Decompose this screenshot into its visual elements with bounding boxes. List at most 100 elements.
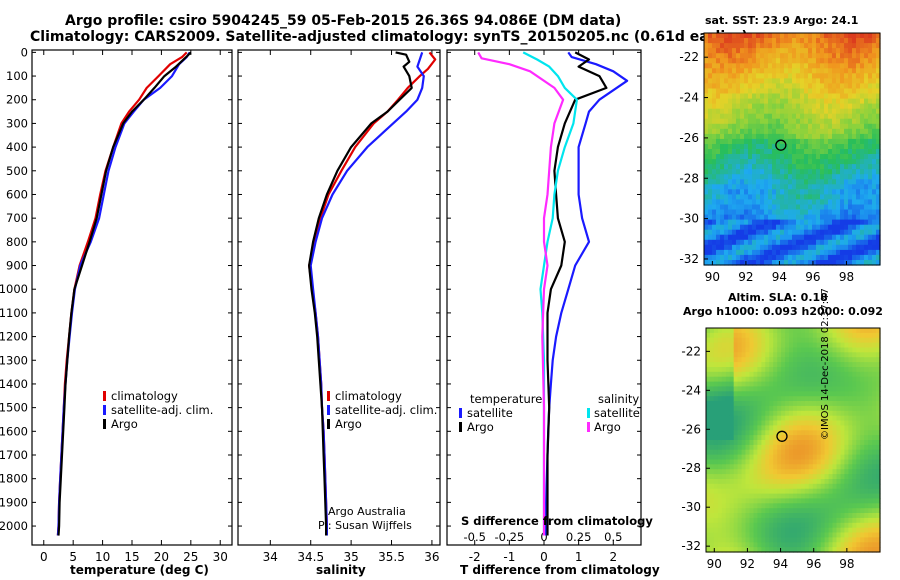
map-cell [728, 164, 733, 170]
credit-line2: PI: Susan Wijffels [318, 519, 412, 532]
map-cell [708, 169, 713, 175]
map-cell [836, 83, 841, 89]
map-cell [769, 342, 774, 349]
map-cell [828, 352, 834, 358]
map-cell [876, 179, 881, 185]
map-cell [768, 179, 773, 185]
map-cell [844, 164, 849, 170]
map-cell [776, 108, 781, 115]
map-cell [864, 401, 869, 407]
map-cell [749, 415, 755, 422]
map-cell [725, 410, 731, 417]
map-cell [868, 391, 873, 397]
map-cell [785, 357, 790, 363]
map-cell [872, 483, 877, 490]
map-cell [840, 174, 845, 180]
map-cell [789, 396, 794, 402]
map-cell [828, 244, 833, 251]
map-cell [780, 224, 785, 231]
map-cell [800, 234, 805, 241]
map-cell [816, 474, 822, 480]
map-cell [872, 517, 877, 524]
map-cell [748, 224, 753, 231]
map-cell [724, 43, 729, 49]
map-cell [744, 219, 749, 226]
map-cell [860, 332, 865, 339]
legend-label: Argo [335, 417, 362, 431]
map-cell [710, 386, 715, 392]
map-cell [872, 459, 877, 465]
map-cell [749, 430, 755, 436]
map-cell [745, 537, 751, 543]
map-cell [797, 381, 802, 388]
map-cell [785, 401, 790, 407]
map-cell [804, 260, 809, 266]
map-cell [828, 189, 833, 195]
map-cell [757, 488, 762, 495]
map-cell [733, 381, 739, 388]
map-cell [824, 169, 829, 175]
map-cell [793, 425, 798, 431]
map-cell [824, 128, 829, 135]
map-cell [781, 371, 786, 378]
map-cell [785, 342, 790, 349]
map-cell [753, 483, 759, 490]
map-cell [756, 169, 761, 175]
map-cell [728, 98, 733, 105]
depth-tick-label: 1100 [0, 306, 28, 320]
map-cell [812, 435, 818, 441]
map-cell [741, 367, 747, 373]
map-cell [712, 118, 717, 125]
map-cell [856, 396, 861, 402]
map-cell [797, 435, 802, 441]
map-cell [729, 479, 735, 485]
map-cell [816, 68, 821, 74]
map-cell [824, 244, 829, 251]
map-cell [784, 214, 789, 221]
map-cell [844, 352, 849, 358]
map-cell [708, 194, 713, 200]
map-cell [856, 401, 861, 407]
map-cell [808, 376, 814, 383]
map-cell [788, 154, 793, 160]
map-cell [772, 209, 777, 216]
map-cell [824, 479, 830, 485]
map-cell [728, 123, 733, 130]
map-cell [760, 149, 765, 155]
map-cell [776, 219, 781, 226]
map-cell [876, 415, 881, 422]
map-cell [836, 347, 842, 353]
map-cell [780, 239, 785, 246]
map-cell [761, 449, 766, 456]
map-cell [745, 420, 751, 426]
map-cell [761, 357, 766, 363]
map-cell [732, 123, 737, 130]
map-cell [736, 260, 741, 266]
x-tick-label: 2 [609, 550, 617, 564]
x-tick-label: 35.5 [378, 550, 405, 564]
map-cell [708, 254, 713, 261]
map-cell [812, 154, 817, 160]
map-cell [788, 48, 793, 54]
map-cell [820, 229, 825, 236]
map-cell [737, 347, 743, 353]
map-cell [765, 440, 770, 446]
map-cell [856, 328, 861, 334]
map-cell [800, 254, 805, 261]
map-cell [728, 38, 733, 44]
map-cell [773, 401, 778, 407]
map-cell [832, 189, 837, 195]
map-cell [716, 63, 721, 69]
map-cell [706, 371, 711, 378]
map-cell [737, 381, 743, 388]
map-cell [772, 48, 777, 54]
map-cell [797, 425, 802, 431]
map-cell [793, 493, 798, 500]
map-cell [876, 159, 881, 165]
map-cell [820, 174, 825, 180]
map-cell [788, 38, 793, 44]
map-cell [824, 239, 829, 246]
map-cell [864, 449, 869, 456]
map-cell [876, 527, 881, 534]
map-cell [793, 464, 798, 470]
